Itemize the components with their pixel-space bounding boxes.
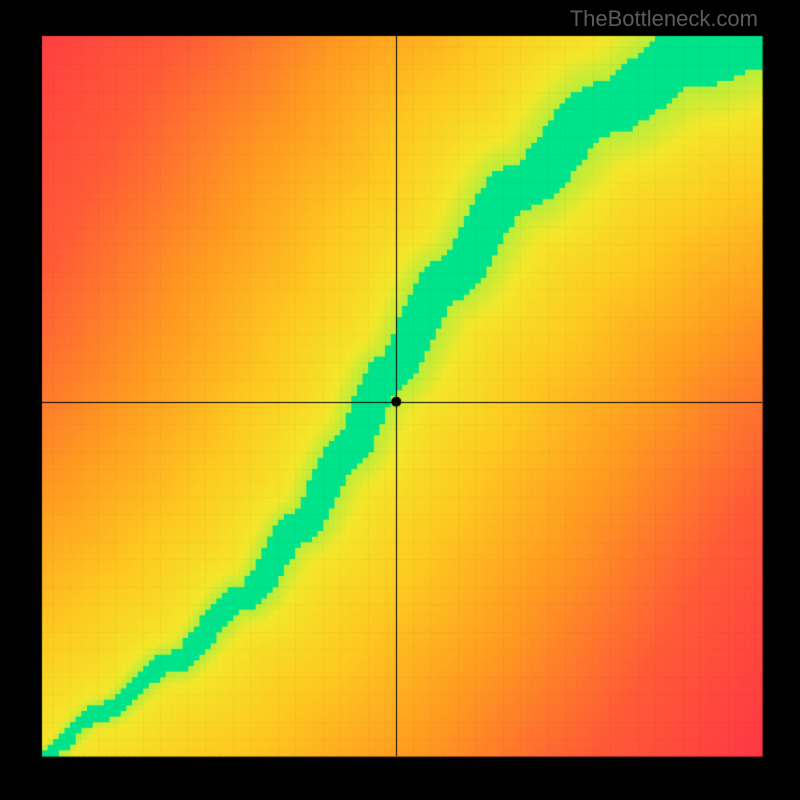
watermark-label: TheBottleneck.com — [570, 6, 758, 32]
chart-container: TheBottleneck.com — [0, 0, 800, 800]
bottleneck-heatmap — [0, 0, 800, 800]
